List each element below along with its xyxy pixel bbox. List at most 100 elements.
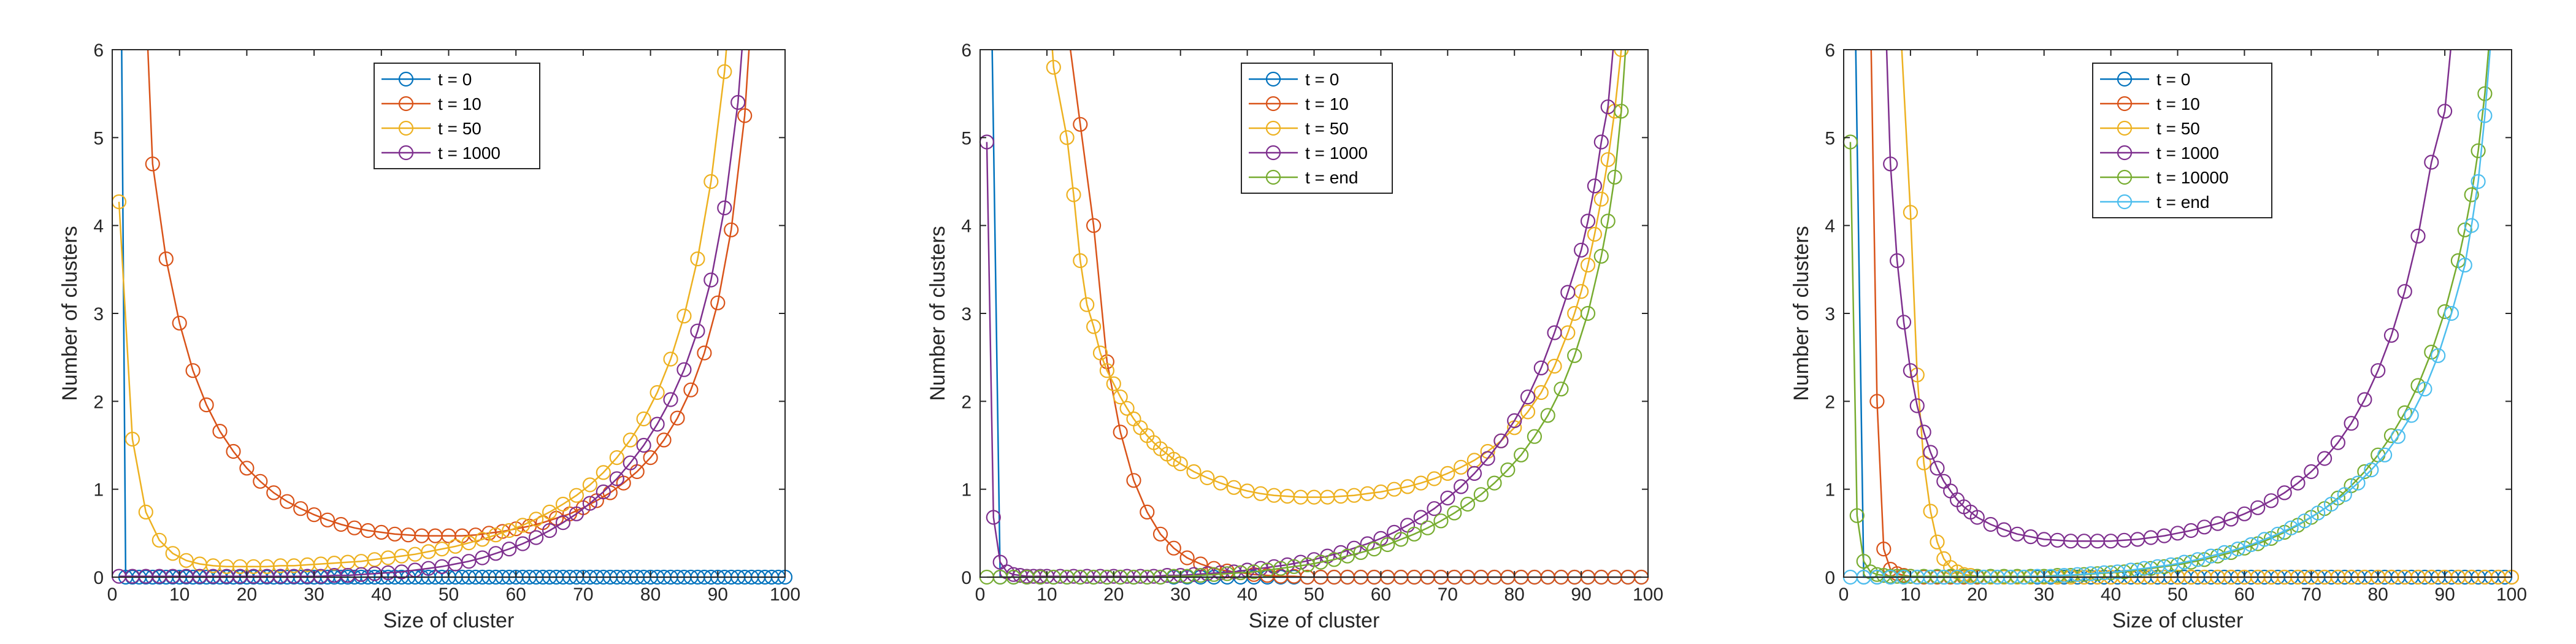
legend-item: t = 1000 — [2100, 144, 2219, 163]
data-point — [1514, 447, 1529, 462]
data-point — [569, 506, 585, 521]
data-point — [488, 527, 504, 543]
data-point — [1903, 205, 1918, 220]
legend: t = 0 t = 10 t = 50 t = 1000 t = 10000 t = en… — [2092, 63, 2272, 218]
data-point — [2417, 381, 2432, 397]
legend-item: t = 50 — [1249, 119, 1349, 138]
data-point — [488, 546, 504, 561]
x-tick-label: 10 — [169, 585, 190, 605]
data-point — [1340, 548, 1355, 564]
data-point — [2230, 541, 2245, 557]
data-point — [165, 546, 180, 561]
x-tick-label: 10 — [1900, 585, 1920, 605]
data-point — [690, 323, 705, 339]
data-point — [1420, 520, 1435, 535]
data-point — [138, 504, 153, 520]
data-point — [1593, 191, 1609, 207]
series-3 — [1883, 50, 2453, 549]
data-point — [1454, 479, 1469, 494]
chart-panel-2: 0 10 20 30 40 50 60 70 80 90 100 0 1 2 3 4 5 6 Size of clu… — [926, 40, 1663, 632]
data-point — [333, 516, 349, 532]
data-point — [542, 523, 558, 539]
data-point — [2290, 475, 2306, 491]
data-point — [1607, 169, 1622, 185]
data-point — [1473, 487, 1489, 502]
legend: t = 0 t = 10 t = 50 t = 1000 t = end — [1241, 63, 1393, 194]
x-tick-label: 70 — [1438, 585, 1458, 605]
series-2 — [1046, 50, 1629, 505]
data-point — [1983, 516, 1998, 532]
data-point — [1086, 319, 1102, 334]
data-point — [1574, 242, 1589, 258]
data-point — [461, 554, 477, 569]
legend-item: t = 0 — [2100, 70, 2190, 89]
data-point — [1380, 537, 1395, 553]
data-point — [1140, 504, 1155, 520]
data-point — [555, 515, 571, 531]
data-point — [2244, 537, 2259, 553]
legend-marker — [398, 145, 414, 161]
data-point — [1113, 389, 1128, 405]
data-point — [1540, 408, 1555, 423]
data-point — [670, 410, 685, 426]
data-point — [2237, 540, 2252, 556]
data-point — [1527, 429, 1542, 444]
data-point — [226, 443, 241, 459]
data-point — [1554, 381, 1569, 397]
data-point — [1059, 130, 1075, 145]
data-point — [515, 536, 531, 551]
y-tick-label: 6 — [961, 40, 972, 61]
data-point — [609, 450, 624, 466]
legend: t = 0 t = 10 t = 50 t = 1000 — [374, 63, 540, 169]
data-point — [2337, 487, 2352, 502]
y-axis-label: Number of clusters — [58, 226, 82, 401]
data-point — [475, 550, 490, 565]
data-point — [1869, 394, 1885, 409]
data-point — [293, 501, 309, 516]
data-point — [2250, 500, 2266, 515]
data-point — [2310, 505, 2326, 521]
x-tick-label: 60 — [1371, 585, 1391, 605]
chart-panel-3: 0 10 20 30 40 50 60 70 80 90 100 0 1 2 3 4 5 6 Size of clu… — [1790, 40, 2527, 632]
data-point — [1152, 526, 1168, 542]
legend-label: t = 10 — [1305, 94, 1349, 113]
data-point — [582, 496, 598, 511]
data-point — [178, 553, 194, 568]
data-point — [2357, 464, 2372, 480]
data-point — [1487, 475, 1502, 491]
data-point — [280, 494, 295, 509]
chart-panel-1: 0 10 20 30 40 50 60 70 80 90 100 0 1 2 3 4 5 6 Size of clu… — [58, 40, 800, 632]
data-point — [677, 362, 692, 377]
data-point — [239, 461, 255, 476]
data-point — [1400, 479, 1416, 494]
data-point — [1923, 504, 1938, 519]
data-point — [1079, 297, 1095, 312]
y-tick-label: 5 — [1825, 128, 1835, 148]
data-point — [2477, 108, 2493, 123]
data-point — [1580, 213, 1596, 229]
data-point — [1587, 226, 1602, 242]
legend-label: t = 10000 — [2156, 168, 2229, 187]
data-point — [448, 539, 463, 554]
y-axis-label: Number of clusters — [1790, 226, 1813, 401]
data-point — [1427, 471, 1442, 486]
data-point — [737, 108, 753, 123]
x-tick-label: 0 — [975, 585, 986, 605]
y-tick-label: 3 — [93, 304, 104, 324]
data-point — [2270, 526, 2285, 542]
data-point — [623, 455, 638, 470]
data-point — [1969, 510, 1985, 525]
data-point — [1533, 385, 1549, 401]
data-point — [1073, 117, 1088, 132]
legend-label: t = 50 — [2156, 119, 2200, 138]
data-point — [1046, 59, 1061, 75]
data-point — [2263, 493, 2279, 508]
data-point — [185, 363, 201, 378]
data-point — [1587, 178, 1602, 194]
data-point — [555, 496, 571, 512]
data-point — [2377, 447, 2393, 462]
data-point — [2304, 464, 2319, 480]
data-point — [1406, 526, 1422, 542]
data-point — [1614, 50, 1629, 58]
data-point — [1086, 218, 1102, 233]
